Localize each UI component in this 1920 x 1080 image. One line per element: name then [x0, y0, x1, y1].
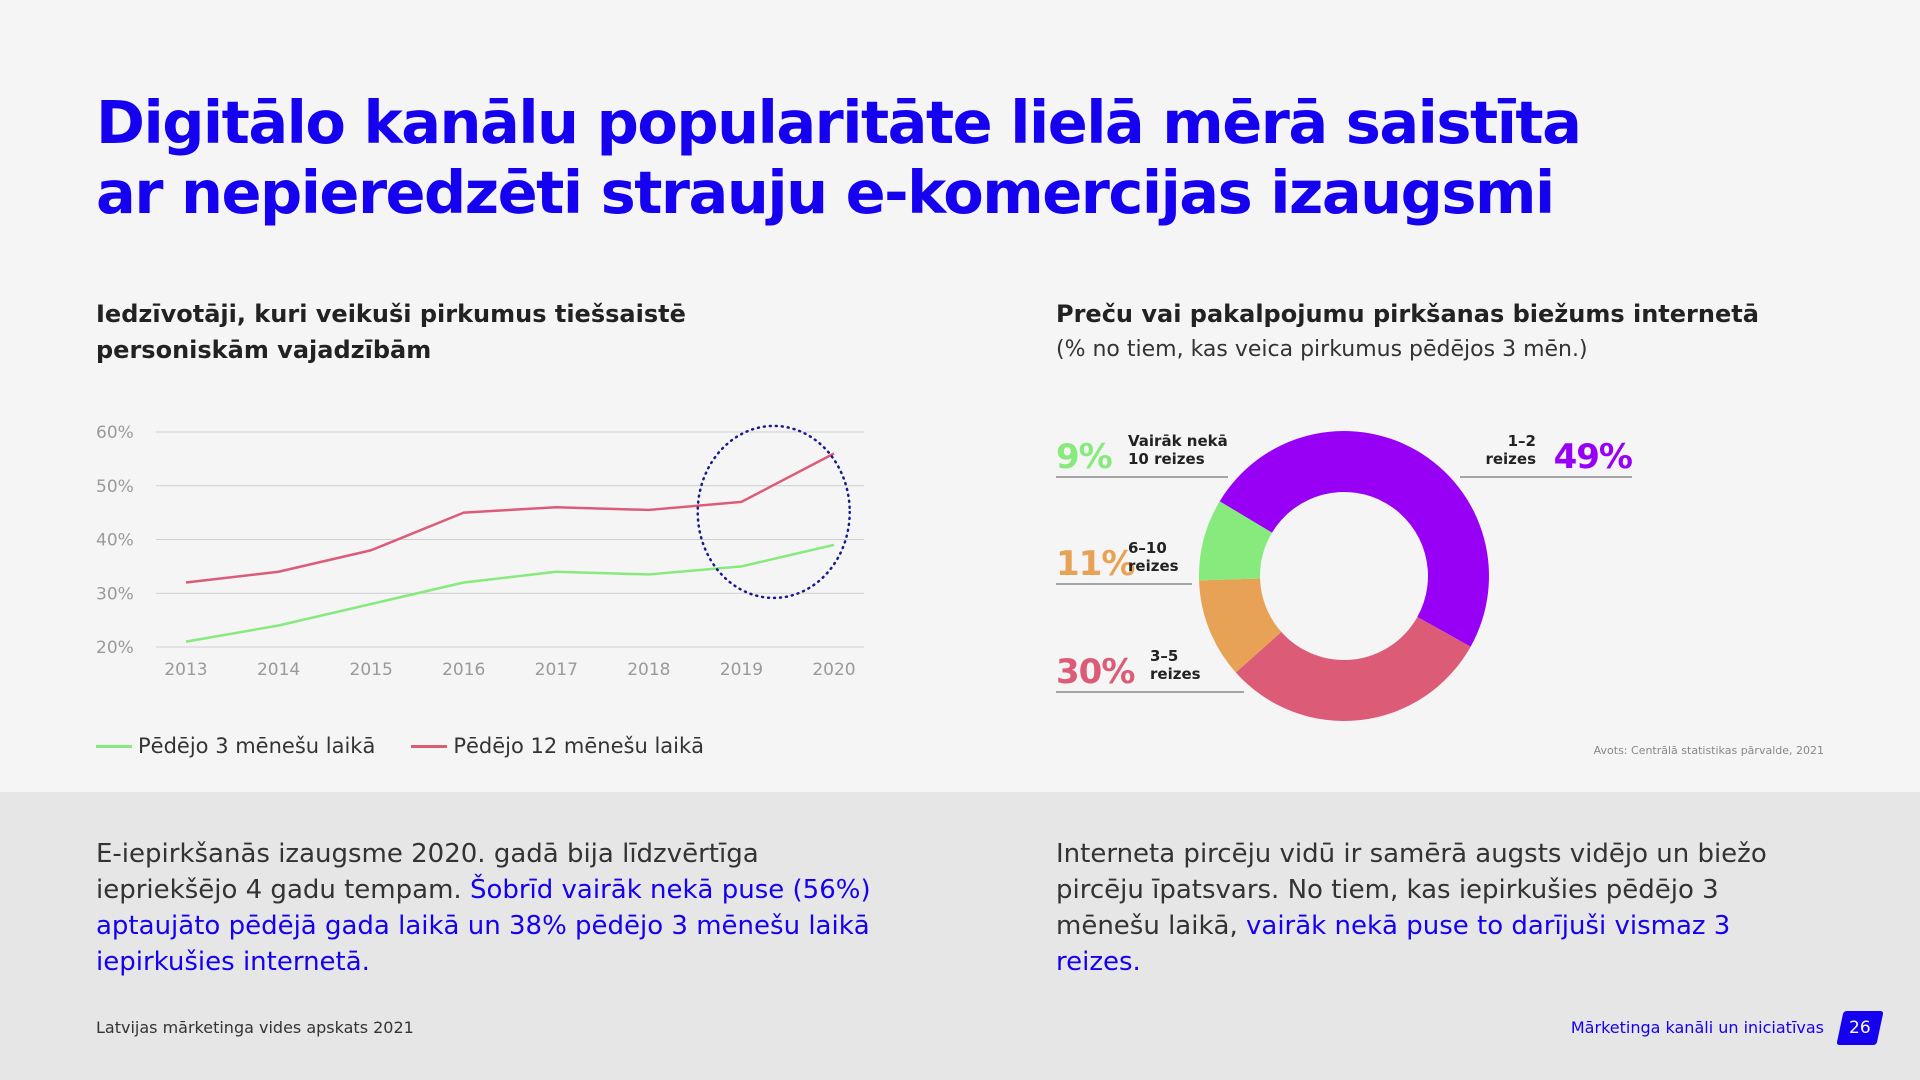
donut-value-label-0: 49% [1554, 437, 1632, 477]
legend-item-12-months: Pēdējo 12 mēnešu laikā [411, 734, 704, 758]
legend-item-3-months: Pēdējo 3 mēnešu laikā [96, 734, 375, 758]
donut-value-label-3: 9% [1056, 437, 1112, 477]
bottom-left-plain: E-iepirkšanās izaugsme 2020. gadā bija l… [96, 839, 759, 905]
title-line-2: ar nepieredzēti strauju e-komercijas iza… [96, 158, 1555, 227]
series-line-1 [185, 452, 835, 584]
legend-swatch-red [411, 744, 448, 748]
line-chart-title: Iedzīvotāji, kuri veikuši pirkumus tiešs… [96, 296, 896, 368]
x-tick-label: 2018 [627, 660, 670, 680]
donut-chart-title-main: Preču vai pakalpojumu pirkšanas biežums … [1056, 300, 1759, 328]
legend-swatch-green [96, 744, 132, 748]
line-chart-legend: Pēdējo 3 mēnešu laikā Pēdējo 12 mēnešu l… [96, 734, 704, 758]
y-tick-label: 20% [96, 638, 134, 658]
x-tick-label: 2019 [720, 660, 763, 680]
footer-section: Mārketinga kanāli un iniciatīvas [1570, 1018, 1824, 1037]
bottom-left-highlight: Šobrīd vairāk nekā puse (56%) aptaujāto … [96, 875, 871, 977]
donut-slice-3 [1199, 501, 1272, 581]
donut-value-label-1: 30% [1056, 652, 1134, 692]
x-tick-label: 2017 [535, 660, 578, 680]
donut-category-label-0: reizes [1485, 450, 1536, 468]
series-line-0 [185, 543, 835, 643]
y-tick-label: 50% [96, 477, 134, 497]
legend-label-3-months: Pēdējo 3 mēnešu laikā [138, 734, 376, 758]
donut-value-label-2: 11% [1056, 544, 1134, 584]
x-tick-label: 2014 [257, 660, 300, 680]
bottom-right-highlight: vairāk nekā puse to darījuši vismaz 3 re… [1056, 911, 1731, 977]
donut-slice-2 [1199, 578, 1282, 673]
donut-slice-1 [1235, 616, 1471, 721]
line-chart-title-line-1: Iedzīvotāji, kuri veikuši pirkumus tiešs… [96, 300, 686, 328]
x-tick-label: 2013 [164, 660, 207, 680]
donut-category-label-1: 3–5 [1150, 647, 1178, 665]
x-tick-label: 2020 [812, 660, 855, 680]
bottom-right-text: Interneta pircēju vidū ir samērā augsts … [1056, 836, 1776, 980]
x-tick-label: 2016 [442, 660, 485, 680]
donut-category-label-3: Vairāk nekā [1128, 432, 1228, 450]
donut-category-label-0: 1–2 [1508, 432, 1536, 450]
highlight-circle [696, 424, 851, 600]
donut-chart-title: Preču vai pakalpojumu pirkšanas biežums … [1056, 296, 1876, 368]
donut-category-label-2: 6–10 [1128, 539, 1167, 557]
donut-slice-0 [1219, 431, 1489, 647]
title-line-1: Digitālo kanālu popularitāte lielā mērā … [96, 88, 1582, 157]
y-tick-label: 40% [96, 531, 134, 551]
bottom-panel [0, 792, 1920, 1080]
source-note: Avots: Centrālā statistikas pārvalde, 20… [1593, 744, 1824, 757]
donut-category-label-1: reizes [1150, 665, 1201, 683]
bottom-left-text: E-iepirkšanās izaugsme 2020. gadā bija l… [96, 836, 876, 980]
page-number-badge: 26 [1836, 1011, 1884, 1045]
donut-category-label-3: 10 reizes [1128, 450, 1205, 468]
line-chart: 60% 50% 40% 30% 20% 2013 2014 2015 2016 2017 2018 2… [96, 423, 864, 680]
legend-label-12-months: Pēdējo 12 mēnešu laikā [453, 734, 705, 758]
x-tick-label: 2015 [350, 660, 393, 680]
y-tick-label: 30% [96, 584, 134, 604]
donut-chart-note: (% no tiem, kas veica pirkumus pēdējos 3… [1056, 337, 1588, 362]
donut-category-label-2: reizes [1128, 557, 1179, 575]
y-tick-label: 60% [96, 423, 134, 443]
page-title: Digitālo kanālu popularitāte lielā mērā … [96, 88, 1796, 228]
page-number: 26 [1849, 1018, 1871, 1038]
bottom-right-plain: Interneta pircēju vidū ir samērā augsts … [1056, 839, 1767, 941]
footer-publication: Latvijas mārketinga vides apskats 2021 [96, 1018, 414, 1037]
line-chart-title-line-2: personiskām vajadzībām [96, 336, 432, 364]
